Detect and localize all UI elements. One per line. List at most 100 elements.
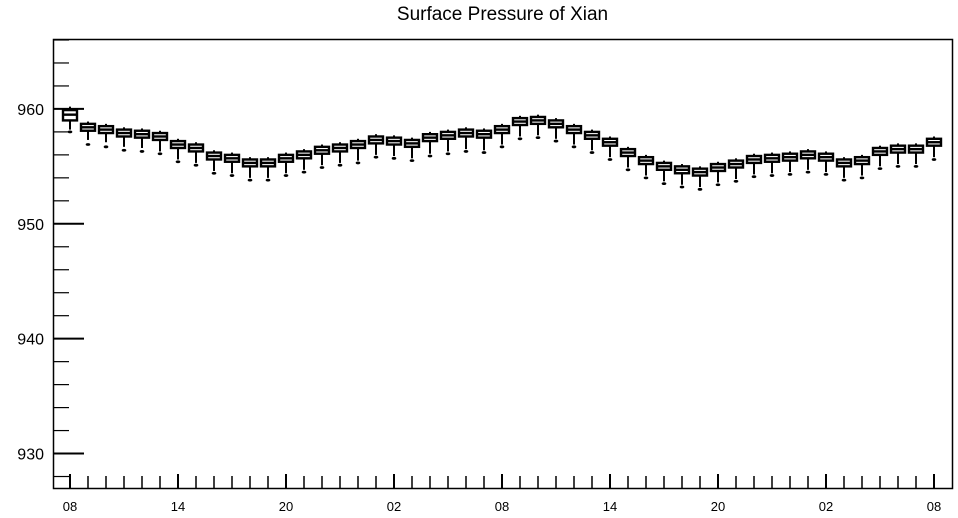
box-item [421,131,439,158]
x-tick-label: 02 [387,499,401,514]
box-item [277,152,295,177]
box-item [871,145,889,171]
box-outlier [517,137,523,141]
box-item [547,118,565,143]
box-item [403,137,421,163]
box-outlier [265,178,271,182]
box-item [619,146,637,172]
box-item [745,153,763,179]
box-outlier [139,150,145,153]
box-outlier [877,167,883,171]
box-outlier [193,163,199,167]
box-outlier [931,158,937,161]
box-outlier [409,159,415,163]
box-item [673,164,691,189]
box-item [241,157,259,182]
box-item [763,152,781,177]
box-outlier [571,145,577,149]
box-outlier [733,179,739,183]
box-outlier [463,150,469,153]
box-outlier [67,130,73,134]
box-outlier [823,173,829,176]
box-outlier [787,173,793,176]
box-outlier [769,174,775,177]
box-outlier [229,174,235,177]
box-item [457,127,475,153]
box-item [385,135,403,160]
box-outlier [895,164,901,168]
box-item [655,160,673,185]
x-tick-label: 02 [819,499,833,514]
box-item [727,158,745,183]
box-item [169,138,187,164]
x-axis: 08 14 20 02 08 14 20 02 08 [63,474,941,514]
box-item [709,161,727,187]
box-item [61,106,79,134]
y-axis: 930 940 950 960 [17,39,84,478]
box-outlier [859,176,865,180]
chart-title: Surface Pressure of Xian [396,4,609,25]
box-item [925,136,943,161]
box-outlier [625,168,631,172]
box-outlier [157,152,163,156]
box-item [331,142,349,167]
box-outlier [247,178,253,182]
box-item [151,130,169,156]
box-outlier [445,152,451,156]
box-outlier [643,176,649,180]
box-item [493,123,511,149]
box-item [313,144,331,169]
box-item [601,136,619,161]
box-outlier [715,183,721,187]
box-outlier [337,163,343,167]
box-item [349,138,367,165]
box-item [133,128,151,153]
box-outlier [373,155,379,159]
y-tick-label: 940 [17,332,44,349]
box-item [259,157,277,182]
box-item [205,150,223,175]
plot-frame [52,38,954,490]
box-outlier [913,164,919,168]
box-series [61,106,943,191]
box-item [799,149,817,174]
box-outlier [841,178,847,182]
box-outlier [85,143,91,146]
y-tick-label: 960 [17,102,44,119]
box-item [79,121,97,146]
box-item [367,134,385,159]
box-outlier [751,175,757,179]
box-item [97,123,115,149]
box-item [511,115,529,141]
x-tick-label: 20 [279,499,293,514]
box-outlier [283,174,289,177]
box-outlier [697,187,703,191]
box-item [529,114,547,140]
box-item [223,152,241,177]
box-outlier [103,145,109,149]
box-outlier [661,182,667,185]
box-outlier [391,156,397,160]
x-tick-label: 08 [495,499,509,514]
box-outlier [211,171,217,175]
box-outlier [355,161,361,165]
box-outlier [589,151,595,154]
box-outlier [805,170,811,174]
y-tick-label: 930 [17,447,44,464]
box-item [475,128,493,154]
box-outlier [121,148,127,152]
box-outlier [319,166,325,169]
box-item [781,151,799,176]
box-outlier [607,158,613,161]
box-outlier [535,136,541,140]
box-outlier [175,160,181,164]
box-outlier [679,185,685,189]
box-item [853,154,871,180]
box-item [115,127,133,152]
box-outlier [427,154,433,158]
x-tick-label: 14 [603,499,617,514]
box-outlier [481,151,487,154]
box-item [439,129,457,156]
x-tick-label: 20 [711,499,725,514]
